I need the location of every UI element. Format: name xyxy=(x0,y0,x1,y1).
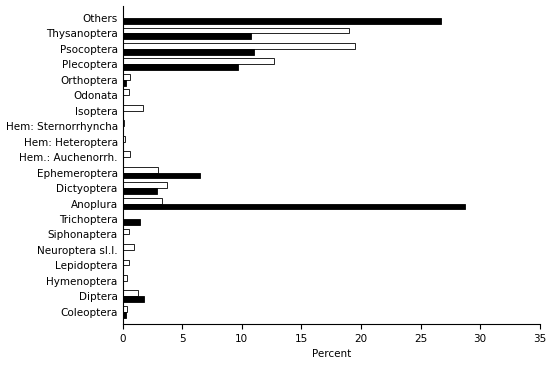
Bar xyxy=(123,244,135,250)
Bar xyxy=(123,182,167,188)
Bar xyxy=(123,167,158,173)
Bar xyxy=(123,33,251,39)
Bar xyxy=(123,120,124,126)
Bar xyxy=(123,151,130,157)
Bar xyxy=(123,204,465,210)
Bar xyxy=(123,18,441,24)
Bar xyxy=(123,228,129,234)
Bar xyxy=(123,275,128,281)
Bar xyxy=(123,188,157,194)
Bar xyxy=(123,27,349,33)
Bar xyxy=(123,219,140,225)
Bar xyxy=(123,49,254,55)
Bar xyxy=(123,260,129,265)
X-axis label: Percent: Percent xyxy=(311,349,351,360)
Bar xyxy=(123,291,138,296)
Bar xyxy=(123,312,126,318)
Bar xyxy=(123,306,128,312)
Bar xyxy=(123,64,238,70)
Bar xyxy=(123,89,129,95)
Bar xyxy=(123,58,274,64)
Bar xyxy=(123,74,130,80)
Bar xyxy=(123,198,162,204)
Bar xyxy=(123,43,355,49)
Bar xyxy=(123,80,126,86)
Bar xyxy=(123,105,143,111)
Bar xyxy=(123,173,200,178)
Bar xyxy=(123,136,125,142)
Bar xyxy=(123,296,144,302)
